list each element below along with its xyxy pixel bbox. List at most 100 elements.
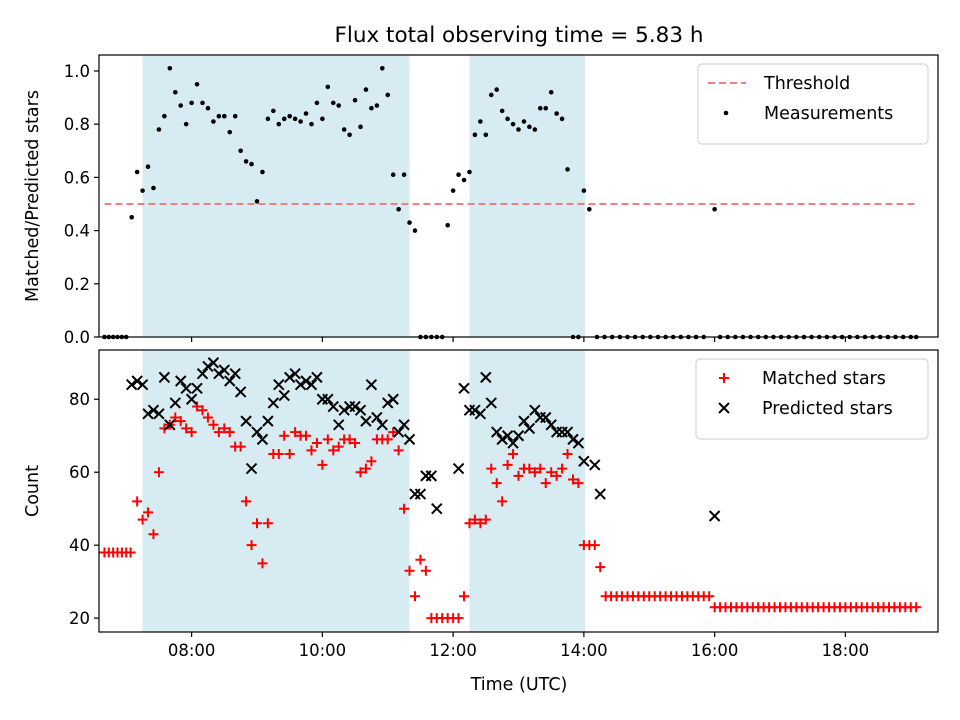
predicted-star-point (136, 378, 149, 391)
measurement-point (287, 113, 292, 119)
predicted-star-point (480, 371, 492, 384)
predicted-star-point (262, 415, 274, 427)
matched-star-point (502, 459, 513, 470)
measurement-point (189, 100, 194, 106)
measurement-point (559, 116, 565, 122)
measurement-point (249, 161, 254, 167)
measurement-point (151, 185, 156, 191)
observing-window (142, 55, 410, 337)
measurement-point (532, 127, 538, 132)
matched-star-point (202, 412, 213, 423)
measurement-point (499, 108, 505, 114)
predicted-star-point (360, 415, 372, 427)
measurement-point (205, 105, 211, 111)
matched-star-point (366, 456, 377, 467)
y-tick-label: 0.8 (64, 115, 90, 134)
measurement-point (260, 169, 265, 175)
matched-star-point (257, 558, 268, 569)
measurement-point (134, 169, 140, 175)
measurement-point (478, 119, 483, 124)
legend-predicted-swatch (718, 402, 730, 414)
measurement-point (227, 129, 233, 135)
predicted-star-point (594, 488, 606, 500)
legend-label: Threshold (763, 74, 850, 94)
predicted-star-point (349, 400, 361, 413)
predicted-star-point (327, 400, 339, 413)
predicted-star-point (153, 408, 165, 420)
predicted-star-point (529, 404, 541, 416)
measurement-point (385, 92, 391, 98)
predicted-star-point (485, 397, 497, 409)
legend (695, 358, 929, 440)
matched-star-point (246, 540, 257, 551)
measurement-point (309, 121, 314, 127)
predicted-star-point (452, 462, 465, 475)
observing-window (469, 350, 585, 632)
measurement-point (156, 127, 162, 132)
matched-star-point (143, 507, 154, 518)
matched-star-point (125, 547, 136, 558)
y-axis-label: Count (23, 465, 43, 517)
y-tick-label: 80 (69, 390, 90, 409)
matched-star-point (333, 441, 344, 452)
predicted-star-point (125, 378, 138, 391)
measurement-point (194, 81, 200, 87)
matched-star-point (132, 496, 143, 507)
measurement-point (216, 113, 222, 119)
predicted-star-point (523, 422, 536, 435)
predicted-star-point (578, 455, 590, 467)
measurement-point (162, 113, 167, 119)
matched-star-point (382, 434, 393, 445)
measurement-point (336, 103, 342, 108)
predicted-star-point (131, 375, 143, 387)
matched-star-point (148, 529, 159, 540)
axes-frame (98, 54, 939, 338)
predicted-star-point (294, 378, 307, 391)
predicted-star-point (561, 426, 574, 438)
y-tick-label: 20 (69, 609, 90, 628)
predicted-star-point (251, 426, 263, 438)
matched-star-point (235, 441, 246, 452)
matched-star-point (513, 470, 524, 481)
chart-title: Flux total observing time = 5.83 h (335, 23, 704, 48)
matched-star-point (535, 463, 546, 474)
y-tick-label: 60 (69, 463, 90, 482)
predicted-star-point (414, 488, 427, 500)
matched-star-point (589, 540, 600, 551)
measurement-point (445, 222, 450, 228)
measurement-point (450, 188, 456, 193)
measurement-point (379, 66, 385, 71)
matched-star-point (557, 463, 568, 474)
legend-label: Predicted stars (762, 399, 893, 419)
measurement-point (467, 169, 472, 175)
measurement-point (292, 116, 298, 122)
predicted-star-point (278, 389, 290, 402)
matched-star-point (306, 445, 317, 456)
measurement-point (276, 121, 282, 127)
predicted-star-point (474, 408, 487, 420)
x-tick-label: 10:00 (299, 641, 347, 660)
matched-star-point (181, 423, 192, 434)
measurement-point (712, 207, 717, 212)
predicted-star-point (518, 415, 530, 427)
predicted-star-point (589, 459, 601, 471)
predicted-star-point (289, 368, 301, 380)
matched-star-point (546, 467, 557, 478)
x-axis-label: Time (UTC) (470, 675, 568, 695)
predicted-star-point (196, 368, 209, 380)
predicted-star-point (191, 382, 203, 395)
matched-star-point (251, 518, 262, 529)
matched-star-point (262, 518, 273, 529)
measurement-point (238, 148, 243, 154)
predicted-star-point (213, 368, 225, 380)
matched-star-point (464, 518, 475, 529)
measurement-point (369, 105, 374, 111)
measurement-point (407, 220, 412, 225)
matched-star-point (508, 448, 519, 459)
predicted-star-point (491, 426, 503, 438)
matched-star-point (213, 427, 224, 438)
matched-star-point (409, 591, 420, 602)
matched-star-point (567, 474, 578, 485)
measurement-point (461, 177, 467, 183)
matched-star-point (524, 463, 535, 474)
